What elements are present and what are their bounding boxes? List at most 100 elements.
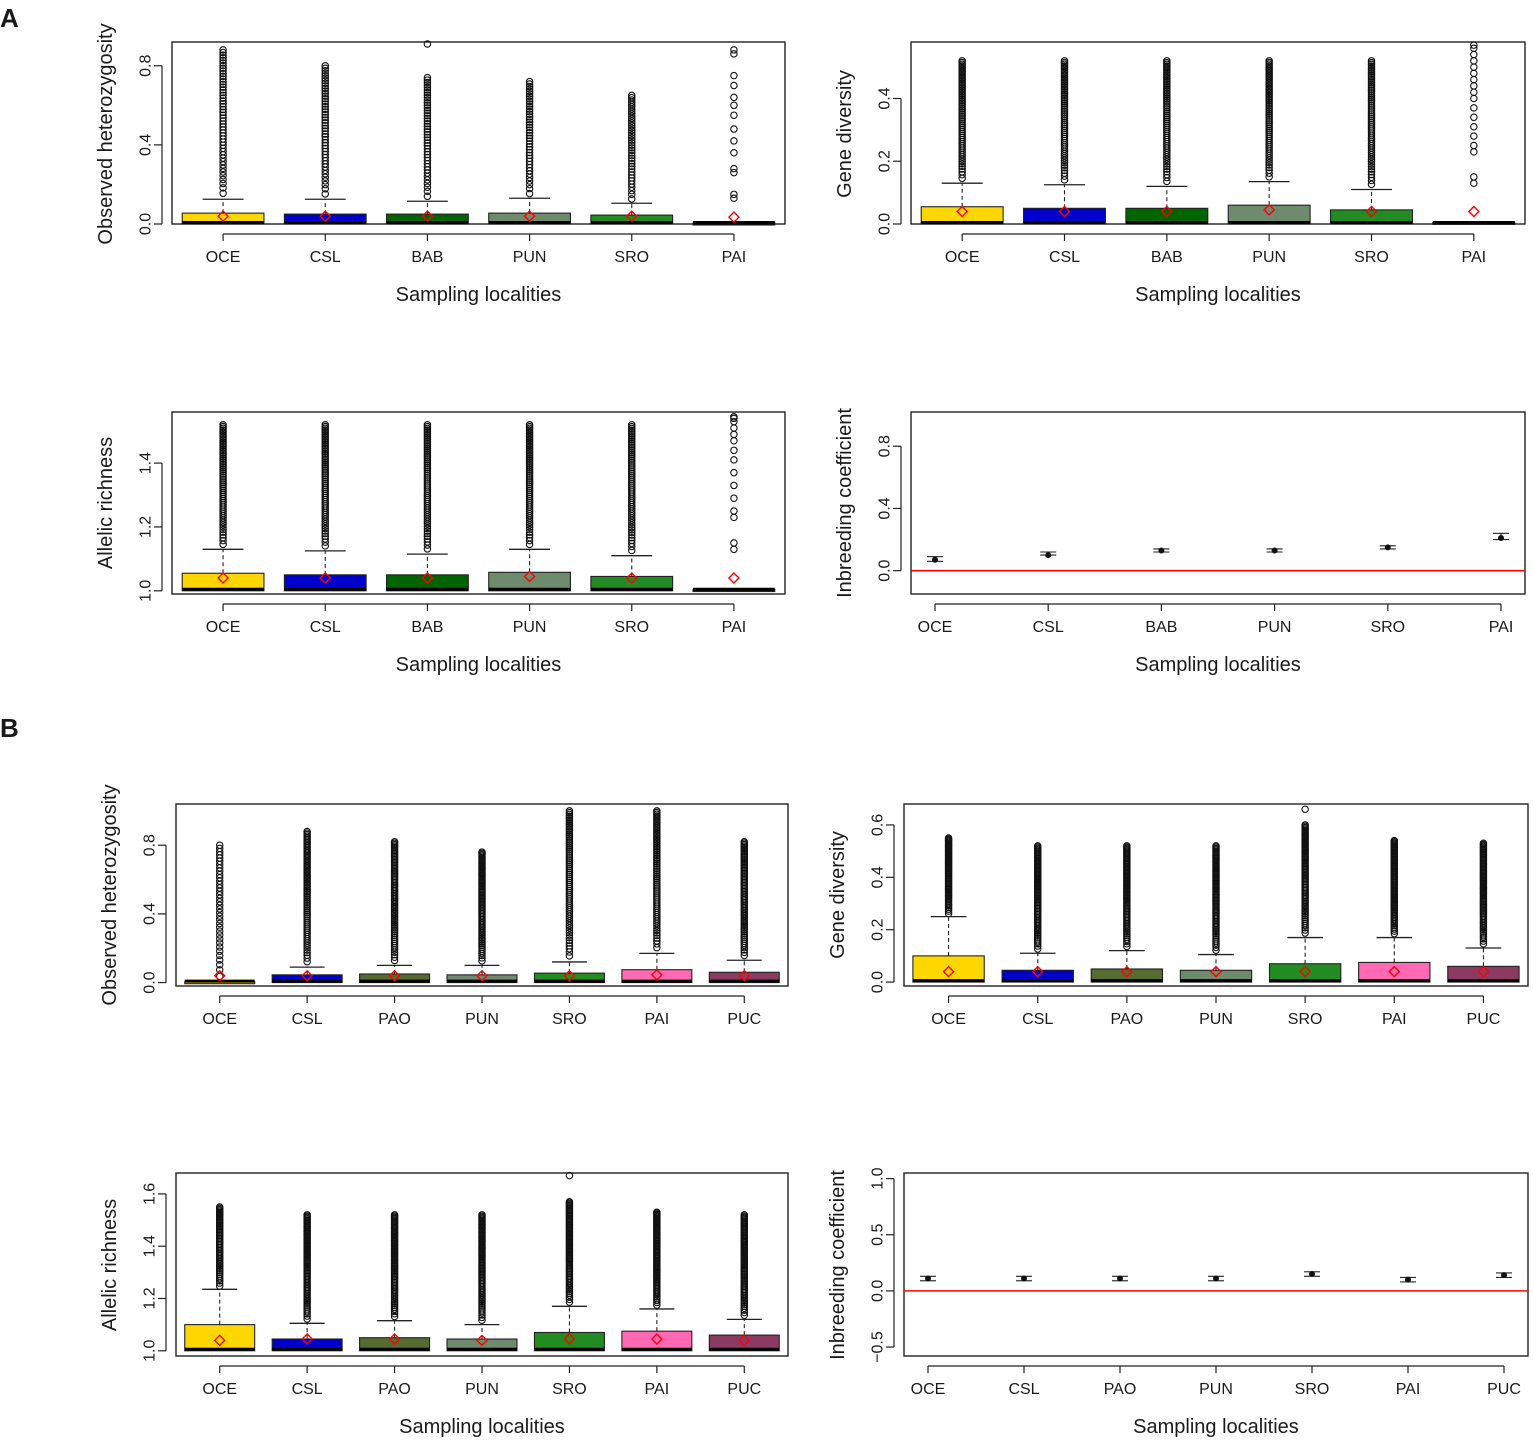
outlier-point [1479,935,1488,943]
y-tick-label: 0.8 [877,435,894,457]
outlier-point [423,179,432,188]
outlier-point [1163,117,1171,126]
y-tick-label: 0.4 [138,134,155,156]
outlier-point [321,177,329,185]
outlier-point [219,175,227,184]
outlier-point [423,111,432,120]
outlier-point [219,69,227,78]
plot-frame [910,41,1526,225]
estimate-point [1213,1275,1219,1282]
outlier-point [423,130,432,139]
box-sro [1268,805,1342,983]
x-tick-label: PUN [1199,1011,1233,1028]
box-pao [359,838,431,984]
outlier-point [1470,173,1478,181]
outlier-point [525,115,534,124]
outlier-point [1033,945,1042,953]
outlier-point [1470,50,1478,59]
x-axis: OCE CSL BAB PUN SRO PAI [918,603,1513,636]
x-tick-label: BAB [1145,619,1177,636]
y-tick-label: 0.4 [870,866,887,888]
x-tick-label: PUC [1487,1381,1521,1398]
outlier-point [219,421,227,429]
outlier-point [627,523,636,532]
outlier-point [423,527,432,535]
outlier-point [565,952,574,960]
box-csl [1001,842,1074,983]
outlier-point [1060,172,1069,180]
box-sro [590,421,674,592]
outlier-point [1470,57,1478,65]
outlier-point [215,951,224,960]
x-tick-label: PAI [722,619,747,636]
outlier-point [321,538,329,546]
outlier-point [303,1211,311,1219]
chart-b1: 0.0 0.4 0.8 Observed heterozygosity OCE CSL PA… [99,784,789,1028]
outlier-point [219,184,227,192]
x-tick-label: PAI [1382,1011,1407,1028]
outlier-point [627,96,636,104]
box-csl [283,421,367,592]
outlier-point [321,97,329,106]
outlier-point [1123,842,1131,850]
outlier-point [740,948,749,957]
outlier-point [1163,167,1171,176]
outlier-point [627,536,636,545]
x-tick-label: SRO [1295,1381,1330,1398]
outlier-point [219,72,227,81]
outlier-point [215,966,224,974]
outlier-point [423,81,432,89]
box-bab [385,421,469,592]
x-tick-label: PAO [1104,1381,1137,1398]
outlier-point [1390,836,1399,845]
outlier-point [215,943,224,951]
x-axis-title: Sampling localities [1133,1416,1299,1438]
outlier-point [219,100,227,108]
y-tick-label: 0.4 [142,903,159,925]
outlier-point [219,91,227,100]
x-tick-label: OCE [202,1381,237,1398]
outlier-point [215,898,224,906]
outlier-point [1367,180,1376,189]
outlier-point [525,126,534,134]
outlier-point [321,524,329,533]
panel-label-b: B [0,713,19,743]
x-tick-label: PUN [465,1381,499,1398]
outlier-point [219,114,227,122]
outlier-point [730,149,738,157]
outlier-point [478,848,486,856]
outlier-point [730,137,738,145]
outlier-point [219,59,227,67]
outlier-point [1470,148,1478,156]
y-tick-label: 0.2 [870,918,887,940]
outlier-point [321,180,329,189]
y-tick-label: 1.4 [142,1235,159,1257]
y-axis-title: Observed heterozygosity [99,784,121,1005]
outlier-point [219,117,227,125]
outlier-point [740,951,749,960]
outlier-point [423,538,432,546]
outlier-point [958,165,966,173]
outlier-point [525,107,534,116]
outlier-point [1265,158,1273,167]
x-axis-title: Sampling localities [396,654,562,676]
x-tick-label: BAB [1151,249,1183,266]
outlier-point [525,528,534,536]
outlier-point [303,946,311,954]
estimate-oce [927,556,943,563]
mean-marker [301,1333,314,1345]
mean-marker [1031,965,1044,978]
outlier-point [215,901,224,910]
outlier-point [730,481,738,490]
x-tick-label: PUN [513,619,547,636]
outlier-point [627,154,636,162]
mean-marker [421,210,434,223]
box-body [184,1324,256,1352]
x-tick-label: PAI [722,249,747,266]
outlier-point [1265,126,1273,135]
mean-marker [421,572,434,585]
mean-marker [1365,205,1378,218]
outlier-point [627,91,636,100]
y-axis: 0.0 0.2 0.4 [877,87,902,235]
y-tick-label: 0.0 [142,971,159,993]
